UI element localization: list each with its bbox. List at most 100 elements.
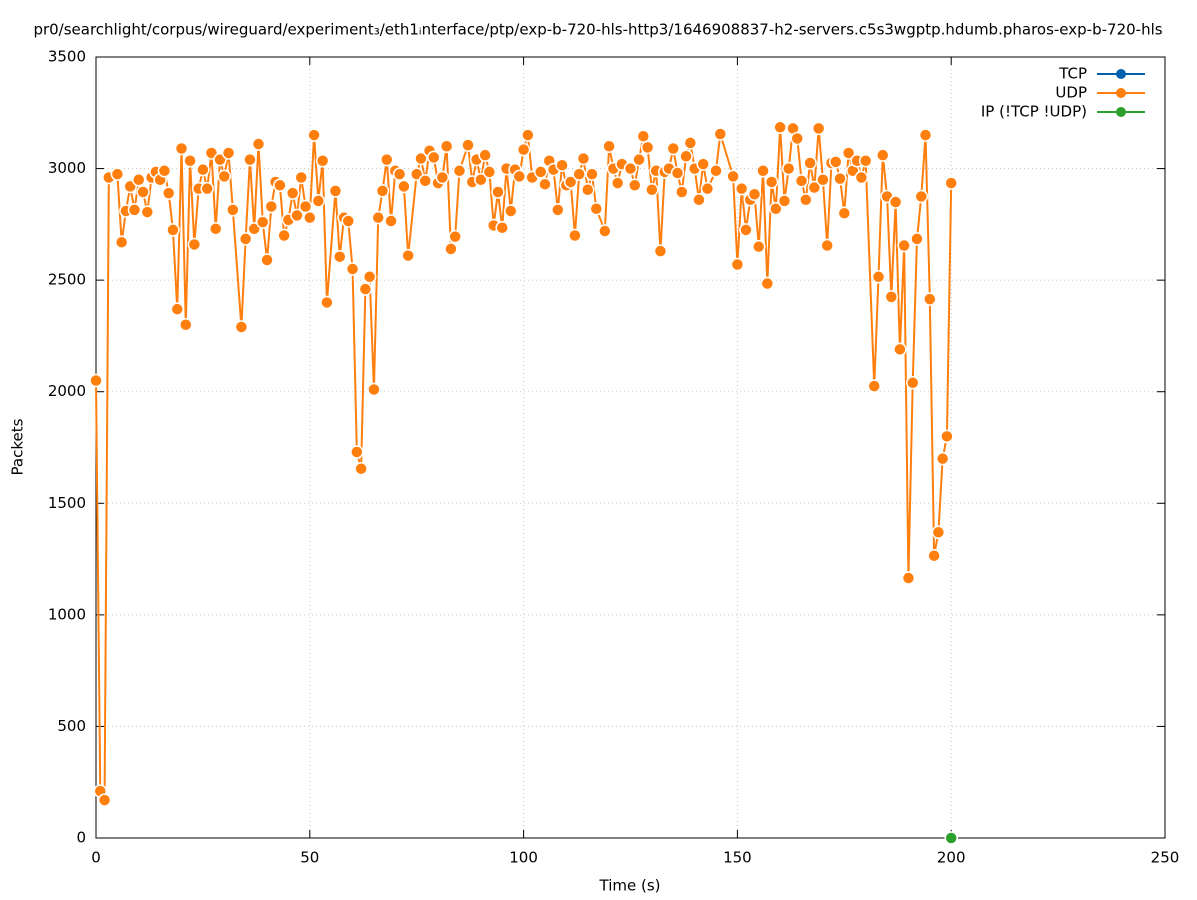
data-point xyxy=(888,195,903,209)
data-point xyxy=(931,525,946,540)
data-point xyxy=(777,194,792,208)
legend-marker xyxy=(1116,88,1126,98)
data-point xyxy=(187,237,202,252)
data-point xyxy=(504,204,518,218)
data-point xyxy=(452,164,467,178)
legend-label: TCP xyxy=(1058,65,1087,83)
data-point xyxy=(89,373,103,388)
data-point xyxy=(841,146,856,160)
data-point xyxy=(362,270,377,284)
data-point xyxy=(944,176,958,190)
data-point xyxy=(448,229,462,244)
data-point xyxy=(683,136,698,150)
data-point xyxy=(923,292,937,306)
data-point xyxy=(837,206,852,220)
data-point xyxy=(320,295,334,310)
data-point xyxy=(307,128,321,142)
data-point xyxy=(769,201,783,216)
y-axis-label: Packets xyxy=(9,418,27,475)
data-point xyxy=(734,181,749,196)
y-tick-label: 500 xyxy=(57,717,86,735)
data-point xyxy=(905,376,920,390)
data-point xyxy=(876,148,890,162)
x-tick-label: 250 xyxy=(1151,849,1180,867)
data-point xyxy=(384,214,398,228)
data-point xyxy=(512,169,527,184)
data-point xyxy=(260,253,274,267)
data-point xyxy=(196,162,210,177)
data-point xyxy=(747,187,762,201)
data-point xyxy=(208,222,223,236)
data-point xyxy=(739,223,753,237)
data-point xyxy=(170,302,184,316)
data-point xyxy=(871,270,886,284)
data-point xyxy=(482,165,497,179)
data-point xyxy=(341,214,356,228)
data-point xyxy=(555,158,569,172)
data-point xyxy=(392,167,407,181)
data-point xyxy=(914,189,929,204)
data-point xyxy=(533,165,548,179)
data-point xyxy=(371,210,385,225)
data-point xyxy=(589,201,604,216)
data-point xyxy=(781,161,796,176)
data-point xyxy=(136,185,150,199)
y-tick-label: 1500 xyxy=(48,494,86,512)
y-tick-label: 0 xyxy=(76,829,86,847)
data-point xyxy=(828,155,843,169)
data-point xyxy=(166,223,180,237)
x-tick-label: 50 xyxy=(300,849,319,867)
data-point xyxy=(598,224,612,238)
data-point xyxy=(397,179,411,194)
data-point xyxy=(944,831,958,845)
data-point xyxy=(897,238,911,253)
y-tick-label: 3000 xyxy=(48,159,86,177)
y-tick-label: 1000 xyxy=(48,605,86,623)
data-point xyxy=(183,154,197,168)
data-point xyxy=(816,172,830,187)
data-point xyxy=(110,167,125,181)
data-point xyxy=(264,199,279,214)
data-point xyxy=(234,320,249,334)
data-point xyxy=(290,208,304,223)
data-point xyxy=(328,184,343,198)
data-point xyxy=(226,203,240,217)
data-point xyxy=(867,379,881,393)
data-point xyxy=(563,175,578,189)
data-point xyxy=(893,342,907,357)
data-point xyxy=(884,290,899,304)
data-point xyxy=(157,164,172,178)
data-point xyxy=(807,180,822,195)
data-point xyxy=(585,167,599,181)
data-point xyxy=(238,232,253,246)
data-point xyxy=(161,186,176,200)
data-point xyxy=(251,137,266,151)
data-point xyxy=(367,382,381,397)
data-point xyxy=(858,154,873,168)
data-point xyxy=(140,205,155,219)
data-point xyxy=(491,185,505,199)
data-point xyxy=(358,282,373,296)
data-point xyxy=(910,232,924,246)
data-point xyxy=(375,184,390,198)
data-point xyxy=(670,166,685,180)
data-point xyxy=(495,220,509,235)
data-point xyxy=(790,131,805,146)
data-point xyxy=(760,276,775,291)
data-point xyxy=(435,170,450,185)
data-point xyxy=(114,235,129,249)
data-point xyxy=(696,157,710,171)
data-point xyxy=(516,142,531,157)
data-point xyxy=(217,169,232,184)
data-point xyxy=(221,146,236,160)
data-point xyxy=(256,215,270,229)
data-point xyxy=(713,127,728,141)
data-point xyxy=(401,248,415,263)
data-point xyxy=(439,139,454,154)
data-point xyxy=(444,242,458,256)
data-point xyxy=(773,120,787,135)
data-point xyxy=(653,244,668,258)
data-point xyxy=(461,138,475,152)
data-point xyxy=(854,170,869,185)
data-point xyxy=(243,152,257,167)
